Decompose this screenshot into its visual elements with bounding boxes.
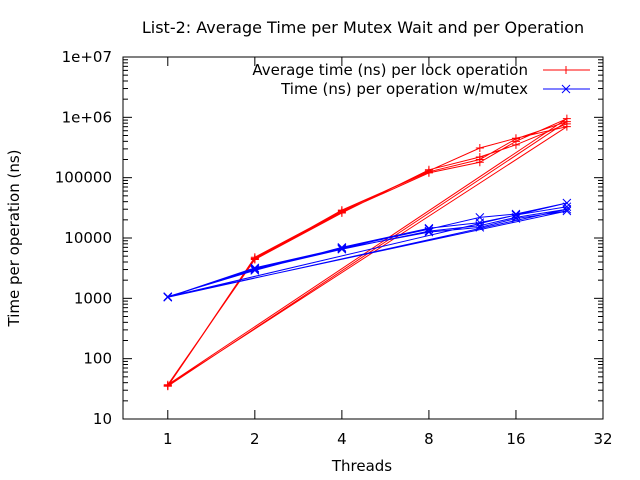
x-marker (337, 242, 347, 252)
y-tick-label: 10000 (64, 229, 112, 247)
plus-marker (475, 153, 484, 162)
x-marker (250, 265, 260, 274)
y-tick-label: 1e+06 (62, 108, 112, 126)
x-axis-label: Threads (331, 457, 392, 475)
x-marker (163, 292, 173, 301)
x-tick-label: 2 (250, 430, 260, 448)
plus-marker (562, 66, 570, 74)
legend-label: Time (ns) per operation w/mutex (280, 80, 528, 98)
plot-area (163, 114, 572, 391)
x-marker (475, 221, 485, 231)
x-marker (424, 227, 434, 237)
x-marker (561, 84, 571, 94)
x-marker (424, 224, 434, 234)
x-marker (562, 204, 572, 214)
plot-border (122, 56, 604, 420)
series-2 (163, 198, 572, 302)
x-marker (337, 244, 347, 254)
series-line (167, 118, 568, 387)
x-marker (163, 292, 173, 302)
x-marker (424, 223, 434, 233)
plus-marker (250, 255, 259, 264)
x-marker (250, 264, 260, 274)
x-marker (511, 210, 521, 220)
series-1 (163, 114, 571, 391)
y-tick-label: 100000 (55, 169, 112, 187)
x-marker (511, 212, 521, 222)
plus-marker (562, 119, 571, 128)
y-tick-label: 1000 (74, 289, 112, 307)
y-tick-label: 1e+07 (62, 48, 112, 66)
series-line (167, 202, 567, 298)
x-marker (562, 202, 572, 212)
x-marker (511, 209, 521, 219)
plus-marker (424, 165, 433, 174)
chart-title: List-2: Average Time per Mutex Wait and … (142, 18, 584, 37)
legend: Average time (ns) per lock operationTime… (252, 61, 590, 98)
plus-marker (163, 380, 172, 389)
y-axis-label: Time per operation (ns) (5, 150, 23, 328)
x-marker (250, 266, 260, 275)
x-marker (511, 214, 521, 223)
plus-marker (511, 140, 520, 149)
x-marker (424, 226, 434, 236)
x-marker (250, 263, 260, 273)
legend-label: Average time (ns) per lock operation (252, 61, 528, 79)
y-tick-label: 10 (93, 410, 112, 428)
x-tick-label: 8 (424, 430, 434, 448)
x-tick-label: 32 (593, 430, 612, 448)
x-marker (475, 218, 485, 227)
x-marker (337, 244, 347, 253)
x-marker (562, 198, 572, 208)
y-tick-label: 100 (83, 350, 112, 368)
x-tick-label: 4 (337, 430, 347, 448)
plus-marker (337, 208, 346, 217)
x-marker (562, 206, 572, 216)
plus-marker (475, 144, 484, 153)
axes: 10 100 1000 10000 100000 1e+06 1e+07 1 2 4 8 16 32 (55, 48, 613, 448)
x-tick-label: 1 (163, 430, 173, 448)
x-tick-label: 16 (506, 430, 525, 448)
